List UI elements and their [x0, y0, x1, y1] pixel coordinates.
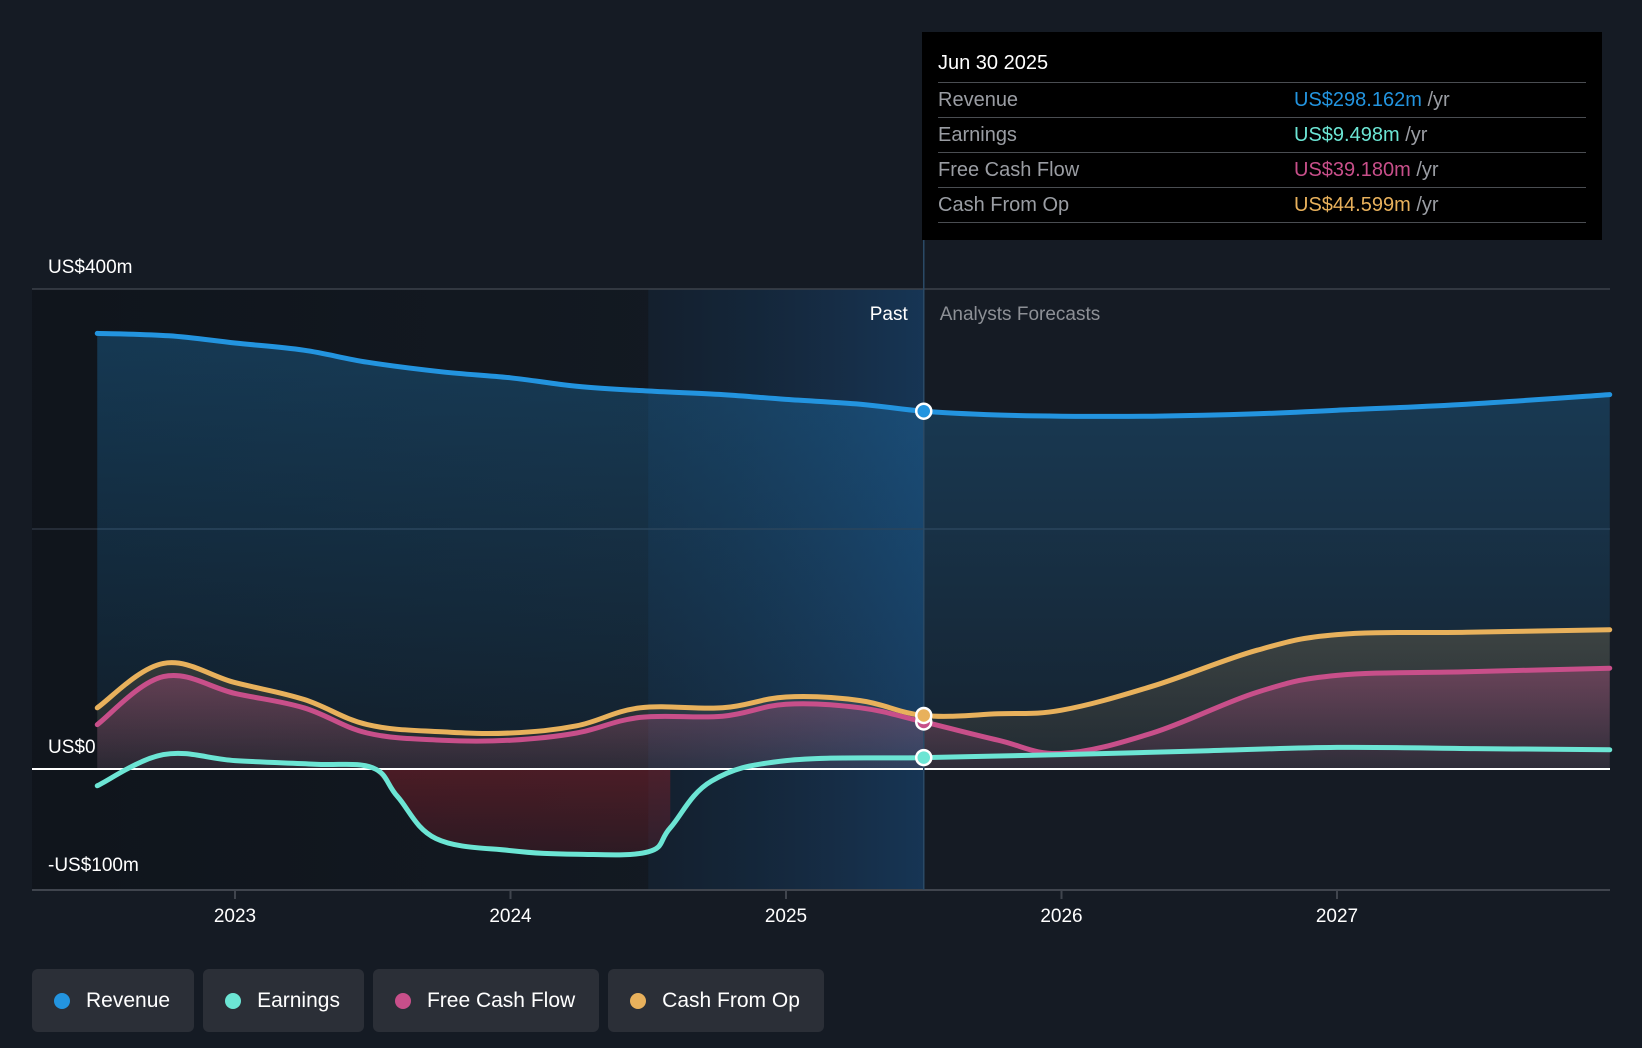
line-revenue: [94, 330, 1613, 419]
tooltip-label: Free Cash Flow: [938, 159, 1080, 181]
y-tick-label-400: US$400m: [48, 257, 133, 278]
area-earnings-negative: [372, 767, 671, 855]
line-earnings: [94, 744, 1613, 858]
tooltip-label: Revenue: [938, 89, 1019, 111]
area-free-cash-flow: [97, 668, 1610, 769]
x-tick-label-2027: 2027: [1316, 906, 1358, 927]
marker-cash-from-op: [915, 706, 933, 725]
tooltip-row-earnings: Earnings US$9.498m /yr: [938, 118, 1586, 153]
marker-earnings: [915, 748, 933, 767]
tooltip-label: Cash From Op: [938, 194, 1070, 216]
marker-revenue: [915, 402, 933, 420]
tooltip-row-cash-from-op: Cash From Op US$44.599m /yr: [938, 188, 1586, 223]
hover-tooltip: Jun 30 2025 Revenue US$298.162m /yr Earn…: [922, 32, 1602, 240]
tooltip-value: US$298.162m: [1294, 89, 1422, 111]
x-tick-label-2023: 2023: [214, 906, 256, 927]
y-tick-label-0: US$0: [48, 737, 96, 758]
analysts-forecasts-label: Analysts Forecasts: [940, 304, 1101, 325]
legend-item-cash-from-op[interactable]: Cash From Op: [608, 969, 824, 1032]
legend-label: Earnings: [257, 988, 340, 1012]
x-tick-label-2026: 2026: [1040, 906, 1082, 927]
legend-label: Cash From Op: [662, 988, 800, 1012]
tooltip-row-revenue: Revenue US$298.162m /yr: [938, 83, 1586, 118]
free-cash-flow-dot-icon: [394, 992, 411, 1009]
series-lines: [94, 330, 1613, 858]
legend-item-free-cash-flow[interactable]: Free Cash Flow: [372, 969, 600, 1032]
tooltip-label: Earnings: [938, 124, 1017, 146]
hover-markers: [915, 402, 933, 767]
tooltip-value: US$44.599m: [1294, 194, 1411, 216]
x-tick-label-2024: 2024: [489, 906, 532, 927]
y-tick-label-neg100: -US$100m: [48, 855, 139, 876]
chart-legend: Revenue Earnings Free Cash Flow Cash Fro…: [32, 969, 824, 1032]
tooltip-date: Jun 30 2025: [938, 48, 1586, 83]
legend-item-revenue[interactable]: Revenue: [32, 969, 195, 1032]
line-free-cash-flow: [94, 665, 1613, 756]
line-cash-from-op: [94, 627, 1613, 737]
tooltip-unit: /yr: [1416, 159, 1439, 181]
tooltip-row-free-cash-flow: Free Cash Flow US$39.180m /yr: [938, 153, 1586, 188]
past-label: Past: [870, 304, 909, 325]
x-tick-label-2025: 2025: [765, 906, 807, 927]
tooltip-value: US$9.498m: [1294, 124, 1400, 146]
legend-item-earnings[interactable]: Earnings: [203, 969, 364, 1032]
cash-from-op-dot-icon: [630, 992, 647, 1009]
revenue-dot-icon: [54, 992, 70, 1009]
tooltip-unit: /yr: [1416, 194, 1439, 216]
tooltip-unit: /yr: [1405, 124, 1428, 146]
tooltip-unit: /yr: [1427, 89, 1450, 111]
earnings-dot-icon: [225, 992, 242, 1009]
legend-label: Revenue: [86, 988, 171, 1012]
x-axis: 2023 2024 2025 2026 2027: [214, 890, 1358, 927]
legend-label: Free Cash Flow: [426, 988, 576, 1012]
tooltip-value: US$39.180m: [1294, 159, 1411, 181]
